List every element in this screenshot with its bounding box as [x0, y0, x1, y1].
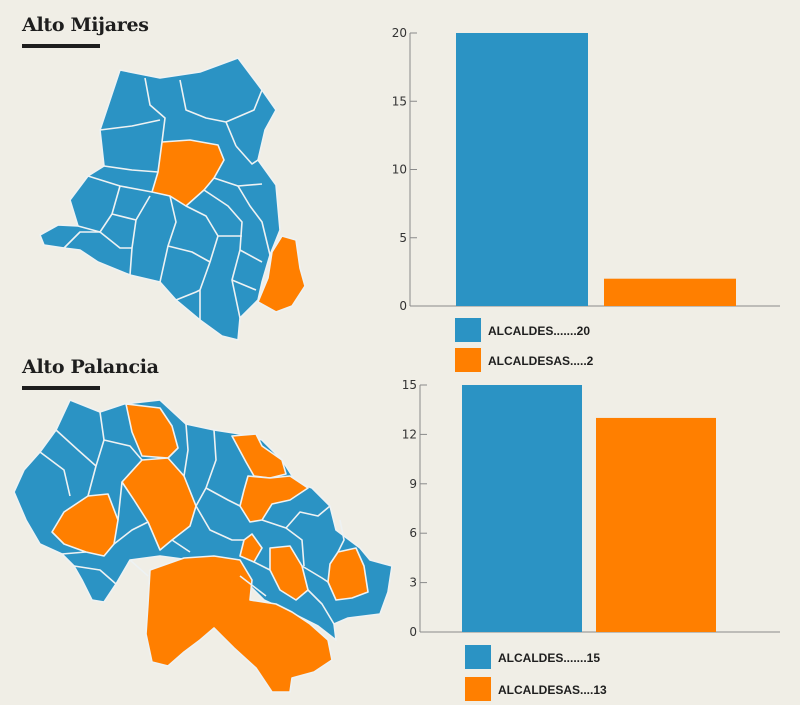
- bar-chart-1: 0 5 10 15 20 ALCALDES.......20 ALCALDESAS.....…: [392, 26, 780, 372]
- title-underline: [22, 386, 100, 390]
- map-region-alcaldesa: [239, 475, 309, 523]
- legend-swatch: [455, 348, 481, 372]
- y-tick-label: 15: [392, 94, 407, 108]
- y-tick-label: 6: [409, 526, 417, 540]
- legend-label: ALCALDESAS.....2: [488, 354, 594, 368]
- legend-swatch: [455, 318, 481, 342]
- map-region-alcaldesa: [51, 493, 119, 557]
- y-tick-label: 0: [409, 625, 417, 639]
- section-title-alto-mijares: Alto Mijares: [22, 14, 149, 36]
- map-region-alcaldesa: [239, 533, 263, 563]
- y-tick-label: 20: [392, 26, 407, 40]
- section-title-alto-palancia: Alto Palancia: [22, 356, 159, 378]
- legend-label: ALCALDESAS....13: [498, 683, 607, 697]
- y-tick-label: 12: [402, 427, 417, 441]
- map-region-alcaldes: [39, 57, 281, 341]
- charts-layer: 0 5 10 15 20 ALCALDES.......20 ALCALDESAS.....…: [392, 26, 780, 701]
- bar-alcaldes: [456, 33, 588, 306]
- bar-alcaldesas: [596, 417, 716, 632]
- map-region-alcaldesa: [145, 555, 333, 693]
- title-underline: [22, 44, 100, 48]
- map-region-alcaldesa: [231, 433, 287, 479]
- map-region-alcaldesa: [327, 547, 369, 601]
- y-tick-label: 3: [409, 576, 417, 590]
- y-tick-label: 10: [392, 163, 407, 177]
- y-tick-label: 15: [402, 378, 417, 392]
- map-region-alcaldesa: [257, 235, 306, 313]
- legend-label: ALCALDES.......20: [488, 324, 590, 338]
- bar-alcaldesas: [604, 278, 736, 306]
- map-region-alcaldesa: [269, 545, 309, 601]
- legend-swatch: [465, 677, 491, 701]
- map-alto-palancia: [13, 399, 393, 693]
- legend-label: ALCALDES.......15: [498, 651, 600, 665]
- bar-chart-2: 0 3 6 9 12 15 ALCALDES.......15 ALCALDESAS....1…: [402, 378, 780, 701]
- y-tick-label: 9: [409, 477, 417, 491]
- y-tick-label: 0: [399, 299, 407, 313]
- map-region-alcaldesa: [125, 403, 179, 459]
- y-tick-label: 5: [399, 231, 407, 245]
- map-alto-mijares: [39, 57, 306, 341]
- bar-alcaldes: [462, 385, 582, 632]
- legend-swatch: [465, 645, 491, 669]
